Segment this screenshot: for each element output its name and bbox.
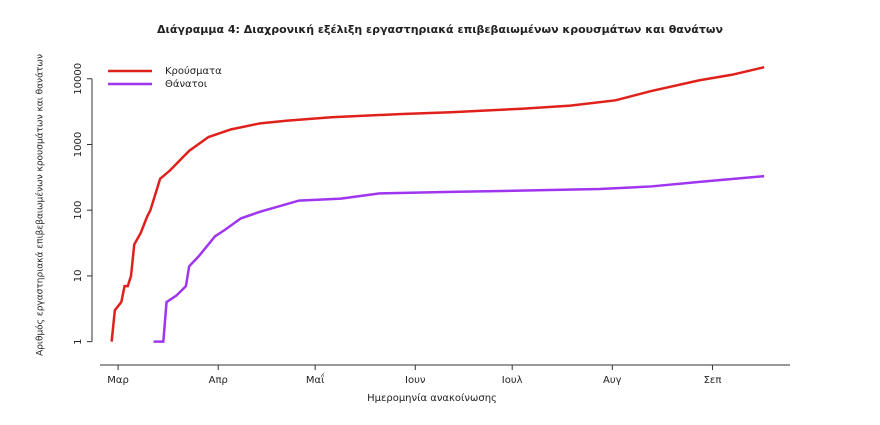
- chart-title: Διάγραμμα 4: Διαχρονική εξέλιξη εργαστηρ…: [157, 23, 723, 36]
- y-axis-label: Αριθμός εργαστηριακά επιβεβαιωμένων κρου…: [35, 54, 46, 356]
- x-tick-label: Ιουν: [405, 375, 426, 386]
- x-tick-label: Ιουλ: [502, 375, 523, 386]
- legend-label: Θάνατοι: [165, 78, 208, 90]
- x-tick-label: Μαρ: [107, 375, 129, 386]
- series-line: [110, 65, 765, 342]
- y-tick-label: 10000: [73, 63, 84, 95]
- x-axis-label: Ημερομηνία ανακοίνωσης: [367, 392, 497, 404]
- x-tick-label: Σεπ: [704, 375, 722, 386]
- y-tick-label: 1000: [73, 132, 84, 157]
- series-line: [153, 174, 765, 343]
- y-tick-label: 1: [73, 338, 84, 344]
- x-tick-label: Απρ: [209, 375, 228, 386]
- legend-label: Κρούσματα: [165, 65, 222, 77]
- x-tick-label: Αυγ: [603, 375, 622, 386]
- x-tick-label: Μαΐ: [306, 372, 325, 386]
- y-tick-label: 100: [73, 201, 84, 220]
- y-tick-label: 10: [73, 270, 84, 283]
